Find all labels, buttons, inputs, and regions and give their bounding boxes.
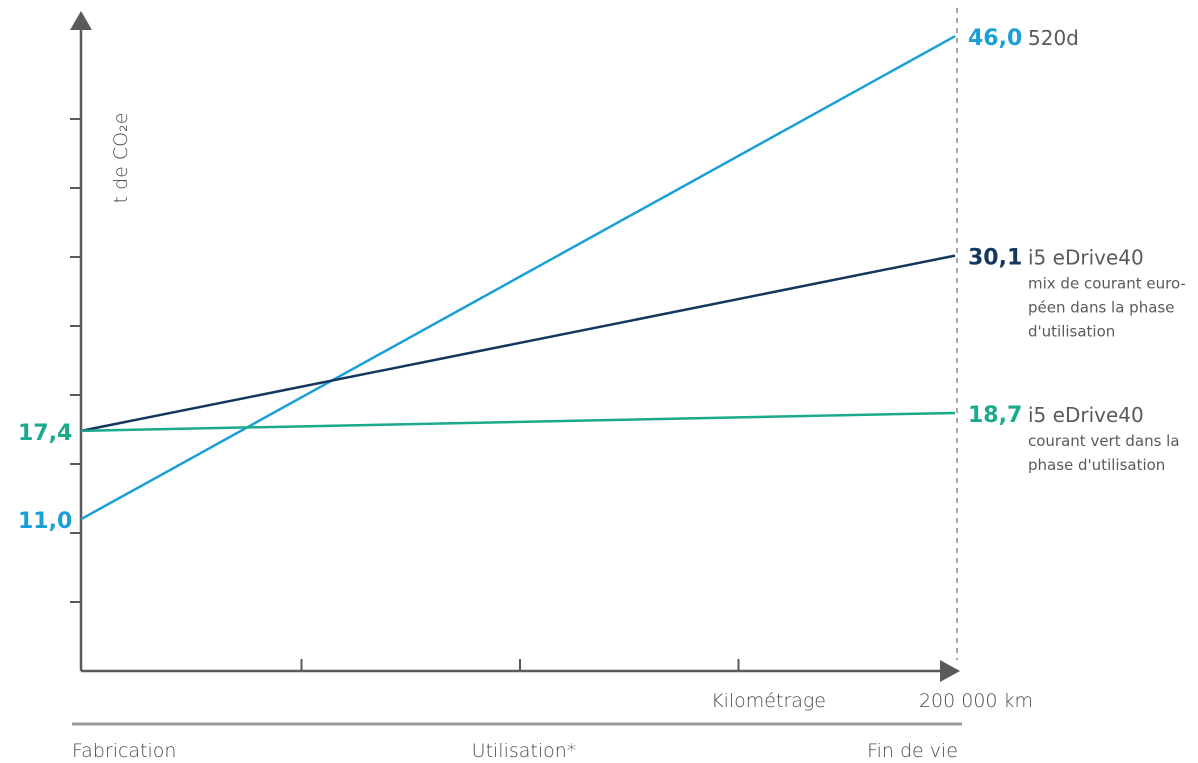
series-desc-line-sgreen: courant vert dans la xyxy=(1028,432,1180,450)
phase-fabrication-label: Fabrication xyxy=(72,740,176,762)
start-value-sgreen: 17,4 xyxy=(18,421,72,446)
end-value-s520d: 46,0 xyxy=(968,26,1022,51)
series-name-sgreen: i5 eDrive40 xyxy=(1028,403,1144,427)
series-desc-line-sgreen: phase d'utilisation xyxy=(1028,456,1165,474)
x-axis-end-label: 200 000 km xyxy=(919,690,1033,712)
series-line-smix xyxy=(80,254,956,433)
y-axis-label: t de CO₂e xyxy=(110,113,132,204)
x-axis-label: Kilométrage xyxy=(711,690,826,712)
x-axis-arrow xyxy=(940,660,960,682)
end-value-smix: 30,1 xyxy=(968,246,1022,271)
series-name-s520d: 520d xyxy=(1028,26,1079,50)
series-line-sgreen xyxy=(80,411,956,433)
axes xyxy=(70,8,960,682)
series-desc-line-smix: mix de courant euro- xyxy=(1028,275,1186,293)
series-name-smix: i5 eDrive40 xyxy=(1028,246,1144,270)
y-axis-arrow xyxy=(70,11,92,30)
series-lines xyxy=(80,35,956,521)
start-value-s520d: 11,0 xyxy=(18,509,72,534)
end-value-sgreen: 18,7 xyxy=(968,403,1022,428)
series-desc-line-smix: d'utilisation xyxy=(1028,323,1115,341)
phase-fin-de-vie-label: Fin de vie xyxy=(867,740,958,762)
series-desc-line-smix: péen dans la phase xyxy=(1028,299,1174,317)
phase-utilisation-label: Utilisation* xyxy=(472,740,577,762)
series-line-s520d xyxy=(80,35,956,521)
